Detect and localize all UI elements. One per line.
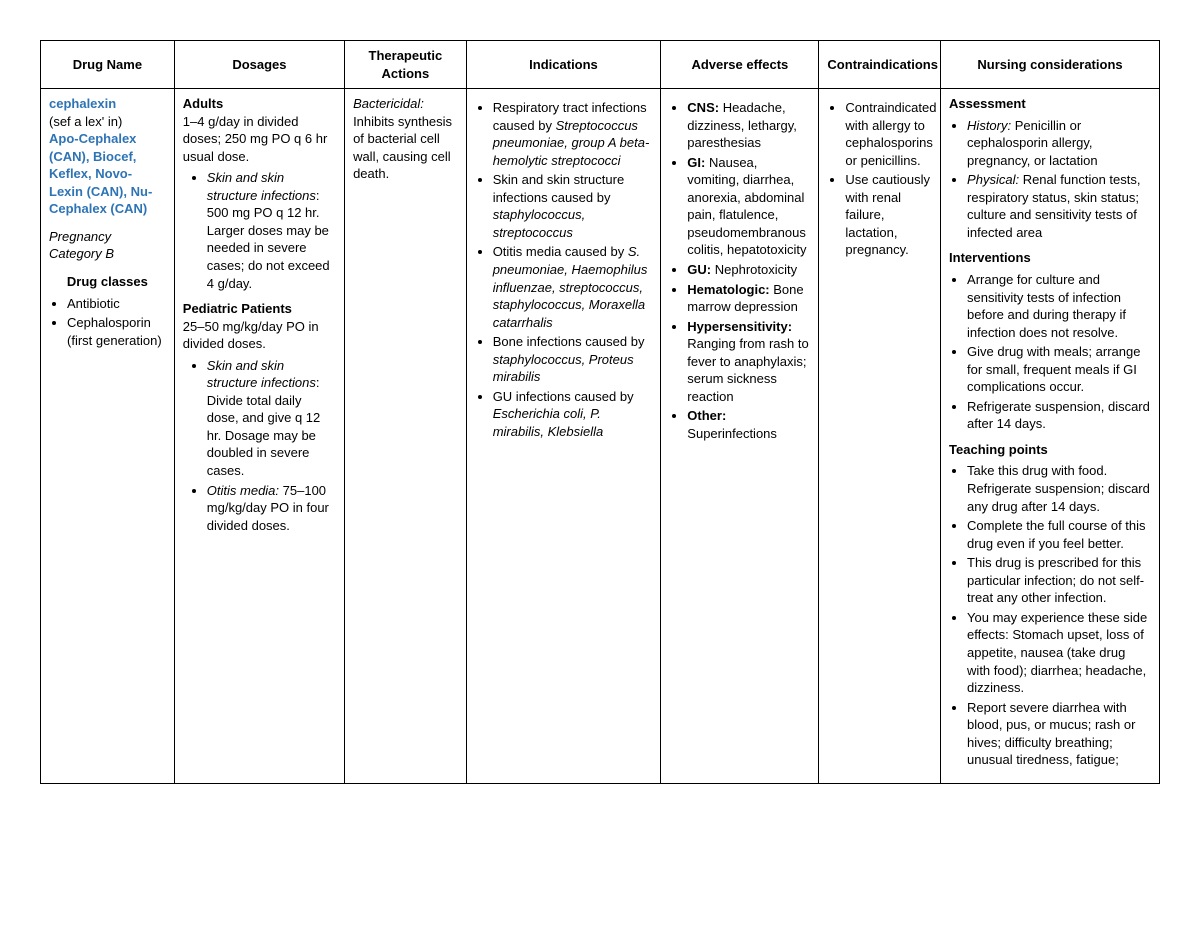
drug-pronunciation: (sef a lex' in) (49, 113, 166, 131)
col-nursing: Nursing considerations (941, 41, 1160, 89)
cell-nursing: Assessment History: Penicillin or cephal… (941, 89, 1160, 784)
list-item: Skin and skin structure infections cause… (493, 171, 653, 241)
peds-sublist: Skin and skin structure infections: Divi… (183, 357, 336, 534)
adults-text: 1–4 g/day in divided doses; 250 mg PO q … (183, 113, 336, 166)
drug-brands-link[interactable]: Apo-Cephalex (CAN), Biocef, Keflex, Novo… (49, 131, 152, 216)
list-item: Hematologic: Bone marrow depression (687, 281, 810, 316)
interventions-list: Arrange for culture and sensitivity test… (949, 271, 1151, 433)
drug-classes-label: Drug classes (49, 273, 166, 291)
pregnancy-category: Pregnancy Category B (49, 228, 166, 263)
list-item: Use cautiously with renal failure, lacta… (845, 171, 932, 259)
list-item: Contraindicated with allergy to cephalos… (845, 99, 932, 169)
list-item: Antibiotic (67, 295, 166, 313)
col-contra: Contraindications (819, 41, 941, 89)
peds-label: Pediatric Patients (183, 300, 336, 318)
adverse-list: CNS: Headache, dizziness, lethargy, pare… (669, 99, 810, 442)
cell-adverse: CNS: Headache, dizziness, lethargy, pare… (661, 89, 819, 784)
list-item: GU: Nephrotoxicity (687, 261, 810, 279)
assessment-list: History: Penicillin or cephalosporin all… (949, 117, 1151, 242)
col-dosages: Dosages (174, 41, 344, 89)
col-indications: Indications (466, 41, 661, 89)
teaching-label: Teaching points (949, 441, 1151, 459)
drug-classes-list: AntibioticCephalosporin (first generatio… (49, 295, 166, 350)
cell-dosages: Adults 1–4 g/day in divided doses; 250 m… (174, 89, 344, 784)
list-item: Cephalosporin (first generation) (67, 314, 166, 349)
list-item: Take this drug with food. Refrigerate su… (967, 462, 1151, 515)
table-row: cephalexin (sef a lex' in) Apo-Cephalex … (41, 89, 1160, 784)
list-item: Respiratory tract infections caused by S… (493, 99, 653, 169)
drug-generic-link[interactable]: cephalexin (49, 96, 116, 111)
list-item: Arrange for culture and sensitivity test… (967, 271, 1151, 341)
adults-label: Adults (183, 95, 336, 113)
list-item: Give drug with meals; arrange for small,… (967, 343, 1151, 396)
interventions-label: Interventions (949, 249, 1151, 267)
list-item: Report severe diarrhea with blood, pus, … (967, 699, 1151, 769)
list-item: Skin and skin structure infections: 500 … (207, 169, 336, 292)
cell-therapeutic: Bactericidal: Inhibits synthesis of bact… (345, 89, 467, 784)
indications-list: Respiratory tract infections caused by S… (475, 99, 653, 440)
col-adverse: Adverse effects (661, 41, 819, 89)
col-therapeutic: Therapeutic Actions (345, 41, 467, 89)
cell-contra: Contraindicated with allergy to cephalos… (819, 89, 941, 784)
drug-table: Drug Name Dosages Therapeutic Actions In… (40, 40, 1160, 784)
list-item: Hypersensitivity: Ranging from rash to f… (687, 318, 810, 406)
teaching-list: Take this drug with food. Refrigerate su… (949, 462, 1151, 768)
list-item: Refrigerate suspension, discard after 14… (967, 398, 1151, 433)
list-item: Bone infections caused by staphylococcus… (493, 333, 653, 386)
cell-drug-name: cephalexin (sef a lex' in) Apo-Cephalex … (41, 89, 175, 784)
col-drug-name: Drug Name (41, 41, 175, 89)
list-item: This drug is prescribed for this particu… (967, 554, 1151, 607)
peds-text: 25–50 mg/kg/day PO in divided doses. (183, 318, 336, 353)
assessment-label: Assessment (949, 95, 1151, 113)
therapeutic-title: Bactericidal: (353, 96, 424, 111)
list-item: Physical: Renal function tests, respirat… (967, 171, 1151, 241)
list-item: Complete the full course of this drug ev… (967, 517, 1151, 552)
list-item: CNS: Headache, dizziness, lethargy, pare… (687, 99, 810, 152)
contra-list: Contraindicated with allergy to cephalos… (827, 99, 932, 259)
header-row: Drug Name Dosages Therapeutic Actions In… (41, 41, 1160, 89)
list-item: History: Penicillin or cephalosporin all… (967, 117, 1151, 170)
list-item: Other: Superinfections (687, 407, 810, 442)
cell-indications: Respiratory tract infections caused by S… (466, 89, 661, 784)
list-item: Otitis media caused by S. pneumoniae, Ha… (493, 243, 653, 331)
therapeutic-text: Inhibits synthesis of bacterial cell wal… (353, 114, 452, 182)
list-item: Skin and skin structure infections: Divi… (207, 357, 336, 480)
list-item: Otitis media: 75–100 mg/kg/day PO in fou… (207, 482, 336, 535)
list-item: GU infections caused by Escherichia coli… (493, 388, 653, 441)
list-item: GI: Nausea, vomiting, diarrhea, anorexia… (687, 154, 810, 259)
list-item: You may experience these side effects: S… (967, 609, 1151, 697)
adults-sublist: Skin and skin structure infections: 500 … (183, 169, 336, 292)
